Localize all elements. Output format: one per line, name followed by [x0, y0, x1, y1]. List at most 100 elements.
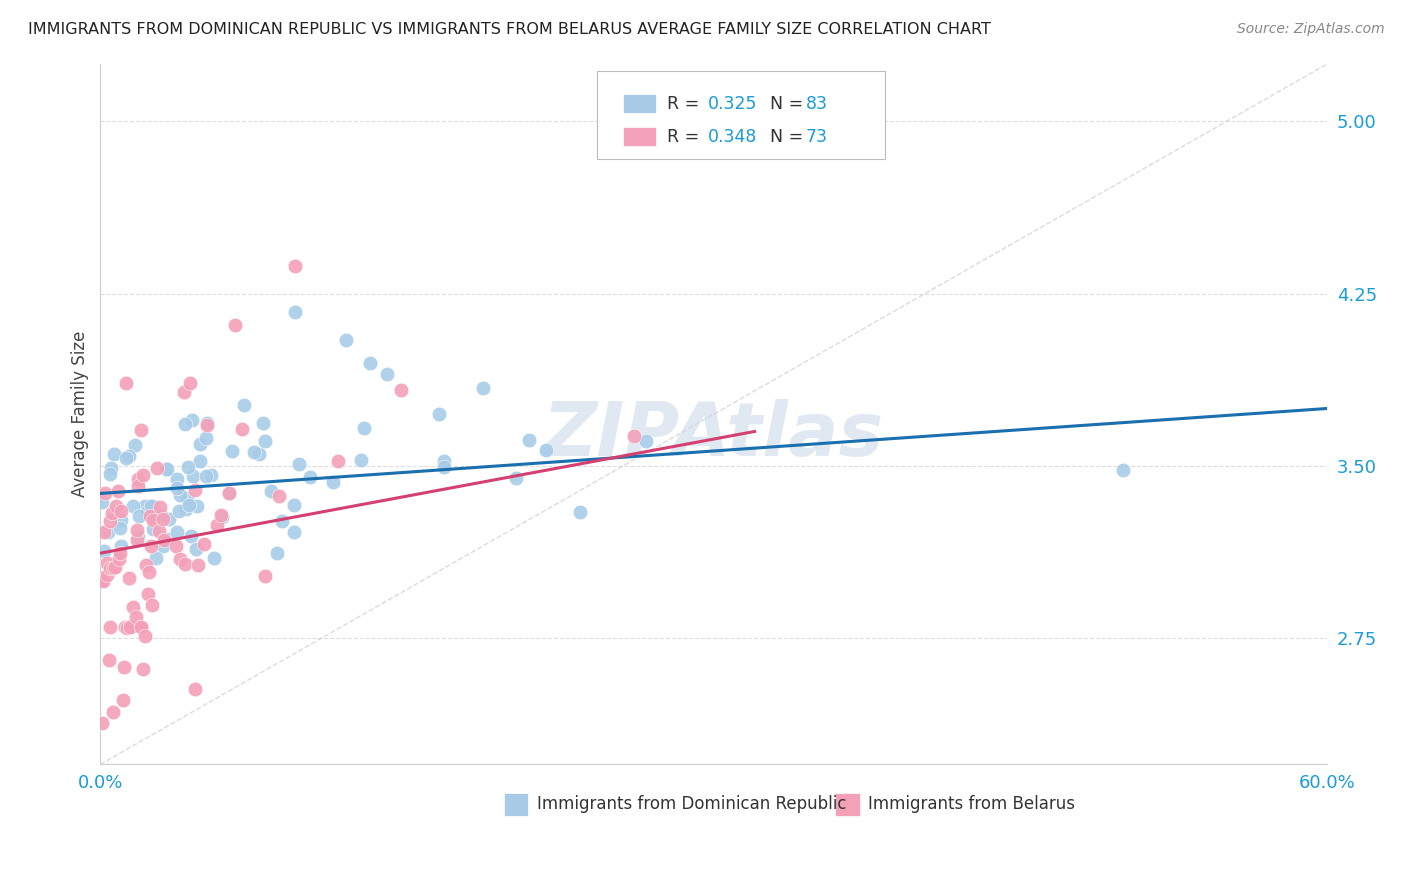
- Point: [91, 495, 114, 509]
- Point: [350, 452, 373, 467]
- Point: [193, 537, 215, 551]
- Point: [98, 467, 121, 481]
- Text: N =: N =: [759, 128, 808, 146]
- Point: [118, 449, 141, 463]
- Point: [142, 523, 165, 537]
- Text: 83: 83: [806, 95, 828, 112]
- Point: [157, 512, 180, 526]
- Point: [188, 453, 211, 467]
- Point: [149, 500, 172, 514]
- Point: [101, 506, 124, 520]
- Point: [218, 485, 240, 500]
- Point: [184, 542, 207, 557]
- Point: [131, 662, 153, 676]
- Point: [472, 381, 495, 395]
- FancyBboxPatch shape: [503, 793, 529, 815]
- Point: [231, 422, 253, 436]
- FancyBboxPatch shape: [623, 128, 657, 146]
- Point: [122, 499, 145, 513]
- Point: [91, 574, 114, 588]
- Point: [183, 681, 205, 696]
- Point: [98, 620, 121, 634]
- Point: [142, 513, 165, 527]
- Point: [98, 561, 121, 575]
- Point: [169, 488, 191, 502]
- Point: [195, 416, 218, 430]
- Point: [176, 501, 198, 516]
- Point: [519, 434, 541, 448]
- Point: [110, 539, 132, 553]
- Point: [433, 454, 456, 468]
- Point: [91, 574, 114, 588]
- Point: [111, 693, 134, 707]
- Point: [118, 620, 141, 634]
- Point: [1111, 463, 1133, 477]
- Point: [142, 499, 165, 513]
- Point: [288, 457, 311, 471]
- Point: [141, 598, 163, 612]
- Point: [284, 259, 307, 273]
- Point: [101, 705, 124, 719]
- Point: [173, 385, 195, 400]
- Point: [177, 460, 200, 475]
- Point: [165, 539, 187, 553]
- Point: [211, 510, 233, 524]
- Point: [152, 539, 174, 553]
- Point: [141, 499, 163, 513]
- Point: [93, 524, 115, 539]
- Point: [283, 499, 305, 513]
- Point: [173, 557, 195, 571]
- Point: [326, 454, 349, 468]
- Text: R =: R =: [666, 128, 704, 146]
- Point: [242, 444, 264, 458]
- Point: [247, 447, 270, 461]
- Point: [132, 467, 155, 482]
- Text: 0.348: 0.348: [707, 128, 756, 146]
- Point: [169, 551, 191, 566]
- Text: 73: 73: [806, 128, 828, 146]
- FancyBboxPatch shape: [623, 95, 657, 113]
- Point: [152, 512, 174, 526]
- Point: [156, 532, 179, 546]
- Y-axis label: Average Family Size: Average Family Size: [72, 331, 89, 498]
- Point: [166, 481, 188, 495]
- Point: [100, 460, 122, 475]
- Point: [218, 486, 240, 500]
- Point: [115, 376, 138, 390]
- Point: [176, 491, 198, 506]
- Text: ZIPAtlas: ZIPAtlas: [543, 399, 884, 472]
- Point: [128, 478, 150, 492]
- Point: [91, 716, 114, 731]
- FancyBboxPatch shape: [835, 793, 859, 815]
- Text: Immigrants from Dominican Republic: Immigrants from Dominican Republic: [537, 796, 846, 814]
- Point: [138, 506, 160, 520]
- Point: [125, 609, 148, 624]
- Point: [183, 483, 205, 497]
- Point: [114, 620, 136, 634]
- Point: [187, 558, 209, 573]
- Point: [129, 423, 152, 437]
- Point: [253, 434, 276, 448]
- Text: Source: ZipAtlas.com: Source: ZipAtlas.com: [1237, 22, 1385, 37]
- Point: [98, 514, 121, 528]
- Point: [181, 468, 204, 483]
- Point: [115, 450, 138, 465]
- Point: [335, 333, 357, 347]
- Point: [224, 318, 246, 332]
- Point: [148, 524, 170, 539]
- Point: [166, 472, 188, 486]
- Text: Immigrants from Belarus: Immigrants from Belarus: [869, 796, 1076, 814]
- Point: [180, 529, 202, 543]
- Point: [205, 518, 228, 533]
- Point: [149, 508, 172, 523]
- Point: [134, 629, 156, 643]
- Point: [180, 413, 202, 427]
- Point: [139, 540, 162, 554]
- Point: [221, 444, 243, 458]
- Point: [93, 543, 115, 558]
- Point: [138, 508, 160, 523]
- Point: [179, 376, 201, 391]
- Text: N =: N =: [759, 95, 808, 112]
- Point: [94, 485, 117, 500]
- Point: [200, 468, 222, 483]
